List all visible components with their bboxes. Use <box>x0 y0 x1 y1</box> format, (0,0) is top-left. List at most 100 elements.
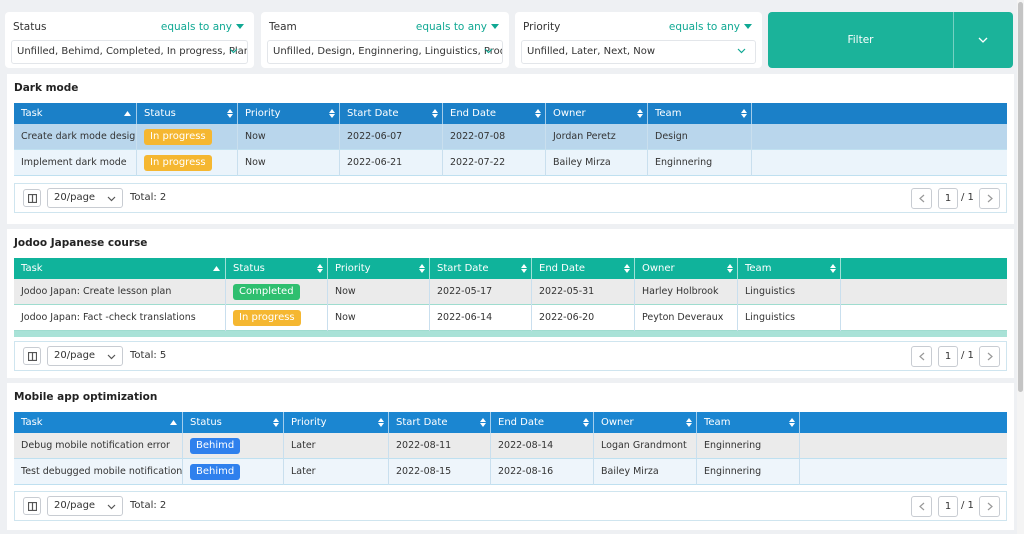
group-card: Jodoo Japanese course Task Status Priority S… <box>7 229 1014 378</box>
table-cell: 2022-08-16 <box>491 459 594 485</box>
prev-page[interactable] <box>911 346 932 367</box>
filter-value[interactable]: Unfilled, Design, Enginnering, Linguisti… <box>267 40 503 64</box>
column-header[interactable]: End Date <box>443 103 546 124</box>
column-header[interactable]: Start Date <box>340 103 443 124</box>
table-cell: Behimd <box>183 433 284 459</box>
status-badge: In progress <box>144 129 212 145</box>
sort-icon <box>637 109 643 118</box>
status-filter[interactable]: Status equals to any Unfilled, Behimd, Com… <box>5 12 254 68</box>
column-header[interactable]: Status <box>183 412 284 433</box>
column-header[interactable]: Status <box>137 103 238 124</box>
table-cell: 2022-05-31 <box>532 279 635 305</box>
column-header[interactable]: End Date <box>532 258 635 279</box>
next-page[interactable] <box>979 188 1000 209</box>
page-size-select[interactable]: 20/page <box>47 346 123 366</box>
prev-page[interactable] <box>911 188 932 209</box>
table-header: Task Status Priority Start Date End Date Owne… <box>14 412 1007 433</box>
filter-operator[interactable]: equals to any <box>161 21 244 33</box>
filter-operator[interactable]: equals to any <box>416 21 499 33</box>
table-cell: Design <box>648 124 752 150</box>
page-count: / 1 <box>961 192 974 203</box>
prev-icon <box>919 502 925 511</box>
filter-operator[interactable]: equals to any <box>669 21 752 33</box>
table-cell: Now <box>238 124 340 150</box>
column-header[interactable]: Task <box>14 412 183 433</box>
page-input[interactable]: 1 <box>938 188 958 209</box>
scrollbar <box>1017 0 1024 534</box>
column-header[interactable]: End Date <box>491 412 594 433</box>
status-badge: In progress <box>233 310 301 326</box>
column-header[interactable]: Priority <box>284 412 389 433</box>
group-title: Jodoo Japanese course <box>14 237 148 249</box>
column-header[interactable]: Task <box>14 103 137 124</box>
table-header: Task Status Priority Start Date End Date Owne… <box>14 258 1007 279</box>
table-cell: Enginnering <box>697 433 800 459</box>
caret-icon <box>491 24 499 29</box>
table-row[interactable]: Debug mobile notification error Behimd Lat… <box>14 433 1007 459</box>
column-header[interactable]: Task <box>14 258 226 279</box>
page-size: 20/page <box>54 350 96 361</box>
column-header[interactable]: Priority <box>238 103 340 124</box>
table-cell: Now <box>328 279 430 305</box>
prev-page[interactable] <box>911 496 932 517</box>
table-cell: Jodoo Japan: Create lesson plan <box>14 279 226 305</box>
table-cell: Create dark mode design <box>14 124 137 150</box>
filter-value[interactable]: Unfilled, Behimd, Completed, In progress… <box>11 40 248 64</box>
team-filter[interactable]: Team equals to any Unfilled, Design, Engin… <box>261 12 509 68</box>
column-toggle[interactable] <box>23 347 41 365</box>
table-row[interactable]: Test debugged mobile notifications Behimd… <box>14 459 1007 485</box>
column-toggle[interactable] <box>23 497 41 515</box>
column-header[interactable]: Start Date <box>430 258 532 279</box>
table-row[interactable]: Create dark mode design In progress Now 202… <box>14 124 1007 150</box>
filter-value[interactable]: Unfilled, Later, Next, Now <box>521 40 756 64</box>
chevron-icon <box>107 196 116 202</box>
scrollbar-thumb[interactable] <box>1018 2 1023 392</box>
next-page[interactable] <box>979 346 1000 367</box>
table-cell: Later <box>284 459 389 485</box>
priority-filter[interactable]: Priority equals to any Unfilled, Later, Ne… <box>515 12 762 68</box>
filter-button-group: Filter <box>768 12 1013 68</box>
status-badge: Behimd <box>190 438 241 454</box>
table-cell: 2022-08-11 <box>389 433 491 459</box>
page-input[interactable]: 1 <box>938 346 958 367</box>
column-header[interactable]: Team <box>738 258 841 279</box>
column-header[interactable]: Owner <box>546 103 648 124</box>
column-toggle[interactable] <box>23 189 41 207</box>
column-header[interactable]: Team <box>648 103 752 124</box>
page-input[interactable]: 1 <box>938 496 958 517</box>
page-size-select[interactable]: 20/page <box>47 496 123 516</box>
column-header[interactable]: Team <box>697 412 800 433</box>
table-row[interactable]: Jodoo Japan: Create lesson plan Completed… <box>14 279 1007 305</box>
column-header[interactable]: Status <box>226 258 328 279</box>
table-cell: Jodoo Japan: Fact -check translations <box>14 305 226 331</box>
page-count: / 1 <box>961 500 974 511</box>
table-cell: In progress <box>226 305 328 331</box>
sort-icon <box>419 264 425 273</box>
next-page[interactable] <box>979 496 1000 517</box>
page-size: 20/page <box>54 500 96 511</box>
filter-label: Priority <box>523 21 561 33</box>
sort-icon <box>480 418 486 427</box>
column-header[interactable]: Start Date <box>389 412 491 433</box>
chevron-icon <box>107 354 116 360</box>
sort-icon <box>624 264 630 273</box>
sort-icon <box>170 420 177 425</box>
columns-icon <box>28 352 37 361</box>
sort-icon <box>273 418 279 427</box>
filter-button[interactable]: Filter <box>847 34 874 46</box>
next-icon <box>987 352 993 361</box>
column-header[interactable]: Owner <box>594 412 697 433</box>
sort-icon <box>227 109 233 118</box>
page-size-select[interactable]: 20/page <box>47 188 123 208</box>
column-header[interactable]: Priority <box>328 258 430 279</box>
table-row[interactable]: Implement dark mode In progress Now 2022-06… <box>14 150 1007 176</box>
dropdown-icon[interactable] <box>978 36 988 44</box>
table-cell: Linguistics <box>738 279 841 305</box>
table-cell: Now <box>238 150 340 176</box>
table-cell: 2022-06-07 <box>340 124 443 150</box>
table-cell: Jordan Peretz <box>546 124 648 150</box>
table-cell: 2022-08-14 <box>491 433 594 459</box>
table-row[interactable]: Jodoo Japan: Fact -check translations In … <box>14 305 1007 331</box>
column-header[interactable]: Owner <box>635 258 738 279</box>
sort-icon <box>741 109 747 118</box>
